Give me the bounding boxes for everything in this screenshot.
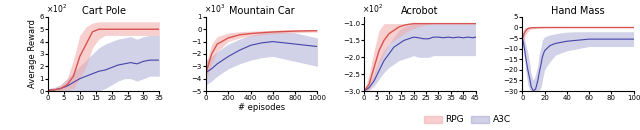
Text: $\times 10^2$: $\times 10^2$ <box>46 3 67 15</box>
Title: Cart Pole: Cart Pole <box>82 6 125 16</box>
Title: Mountain Car: Mountain Car <box>229 6 294 16</box>
Title: Hand Mass: Hand Mass <box>551 6 605 16</box>
X-axis label: # episodes: # episodes <box>238 103 285 112</box>
Y-axis label: Average Reward: Average Reward <box>28 20 36 88</box>
Legend: RPG, A3C: RPG, A3C <box>420 112 515 128</box>
Text: $\times 10^2$: $\times 10^2$ <box>362 3 383 15</box>
Title: Acrobot: Acrobot <box>401 6 438 16</box>
Text: $\times 10^3$: $\times 10^3$ <box>204 3 225 15</box>
